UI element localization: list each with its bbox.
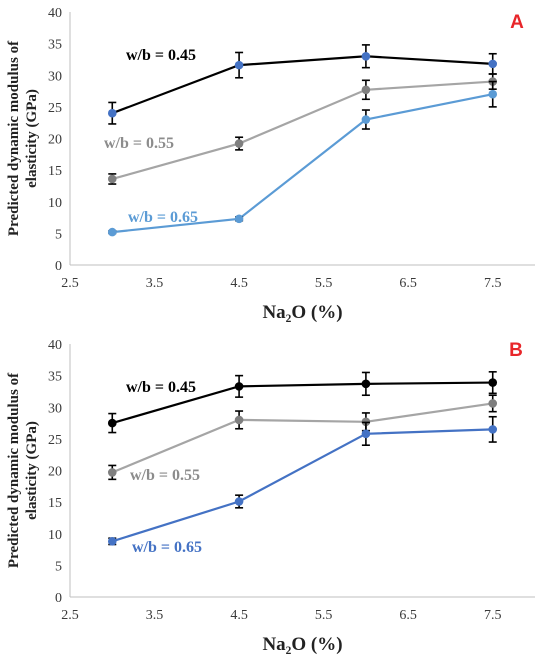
series-w-b-0-65: w/b = 0.65 (107, 80, 498, 237)
series-w-b-0-65: w/b = 0.65 (107, 415, 498, 556)
series-line-w-b-0-55 (111, 402, 493, 474)
y-tick-label: 20 (48, 465, 62, 480)
chart-panel-a: 0 5 10 15 20 25 30 35 40 2.5 3.5 4.5 5.5 6.5 7.5 Na₂O (… (6, 6, 535, 323)
series-w-b-0-55: w/b = 0.55 (107, 394, 498, 484)
y-tick-label: 40 (48, 6, 62, 21)
x-tick-label: 3.5 (146, 608, 164, 623)
data-point (234, 497, 244, 506)
y-tick-label: 35 (48, 370, 62, 385)
y-tick-label: 30 (48, 401, 62, 416)
y-tick-label: 30 (48, 69, 62, 84)
y-tick-label: 10 (48, 528, 62, 543)
series-label: w/b = 0.65 (128, 209, 198, 226)
x-tick-label: 3.5 (146, 276, 164, 291)
series-w-b-0-45: w/b = 0.45 (107, 44, 498, 125)
data-point (107, 227, 117, 237)
series-label: w/b = 0.45 (126, 379, 196, 396)
data-point (361, 429, 371, 439)
y-tick-label: 40 (48, 338, 62, 353)
y-tick-label: 5 (55, 559, 62, 574)
x-tick-label: 6.5 (399, 276, 417, 291)
y-tick-label: 10 (48, 196, 62, 211)
series-label: w/b = 0.45 (126, 47, 196, 64)
panel-label: B (509, 340, 523, 361)
data-point (234, 60, 244, 70)
y-axis-title: Predicted dynamic modulus of elasticity (… (6, 40, 40, 236)
series-w-b-0-45: w/b = 0.45 (107, 371, 498, 434)
y-tick-label: 15 (48, 496, 62, 511)
series-line-w-b-0-45 (111, 381, 493, 425)
x-axis-title: Na₂O (%) (262, 302, 342, 323)
data-point (107, 418, 117, 428)
y-tick-label: 15 (48, 164, 62, 179)
data-point (234, 415, 244, 425)
y-tick-label: 35 (48, 38, 62, 53)
data-point (361, 379, 371, 389)
x-tick-label: 7.5 (484, 276, 502, 291)
y-tick-label: 25 (48, 101, 62, 116)
data-point (361, 51, 371, 61)
data-point (488, 378, 498, 387)
x-tick-label: 2.5 (61, 276, 79, 291)
y-tick-label: 20 (48, 133, 62, 148)
series-line-w-b-0-45 (111, 55, 493, 115)
chart-panel-b: 0 5 10 15 20 25 30 35 40 2.5 3.5 4.5 5.5 6.5 7.5 Na₂O (… (6, 338, 535, 655)
data-point (488, 89, 498, 99)
data-point (107, 174, 117, 184)
x-tick-label: 4.5 (230, 276, 248, 291)
series-line-w-b-0-55 (111, 80, 493, 181)
data-point (488, 425, 498, 434)
data-point (234, 139, 244, 148)
x-tick-label: 5.5 (315, 608, 333, 623)
x-axis-title: Na₂O (%) (262, 634, 342, 655)
series-line-w-b-0-65 (111, 428, 493, 543)
data-point (107, 537, 117, 546)
data-point (234, 214, 244, 224)
x-tick-label: 4.5 (230, 608, 248, 623)
y-tick-label: 0 (55, 259, 62, 274)
data-point (107, 468, 117, 477)
series-label: w/b = 0.65 (132, 539, 202, 556)
data-point (234, 382, 244, 391)
data-point (361, 85, 371, 95)
series-label: w/b = 0.55 (104, 135, 174, 152)
x-tick-label: 2.5 (61, 608, 79, 623)
series-line-w-b-0-65 (112, 93, 493, 234)
series-w-b-0-55: w/b = 0.55 (104, 73, 498, 185)
x-tick-label: 6.5 (399, 608, 417, 623)
data-point (107, 108, 117, 118)
y-axis-title: Predicted dynamic modulus of elasticity (… (6, 372, 40, 568)
y-tick-label: 5 (55, 227, 62, 242)
y-tick-label: 25 (48, 433, 62, 448)
panel-label: A (510, 12, 524, 33)
y-tick-label: 0 (55, 591, 62, 606)
series-label: w/b = 0.55 (130, 467, 200, 484)
data-point (488, 59, 498, 69)
data-point (361, 115, 371, 124)
x-tick-label: 7.5 (484, 608, 502, 623)
data-point (488, 399, 498, 408)
x-tick-label: 5.5 (315, 276, 333, 291)
